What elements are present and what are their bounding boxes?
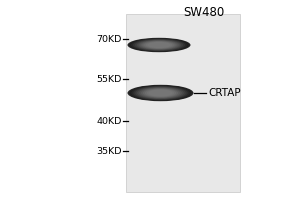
Text: SW480: SW480 <box>183 6 225 19</box>
Text: 55KD: 55KD <box>96 74 122 84</box>
FancyBboxPatch shape <box>126 14 240 192</box>
Ellipse shape <box>147 89 174 97</box>
Ellipse shape <box>128 85 194 101</box>
Ellipse shape <box>149 90 172 96</box>
Ellipse shape <box>142 41 176 49</box>
Ellipse shape <box>131 86 190 100</box>
Ellipse shape <box>135 87 186 99</box>
Ellipse shape <box>133 86 188 100</box>
Ellipse shape <box>148 42 170 48</box>
Text: CRTAP: CRTAP <box>208 88 241 98</box>
Ellipse shape <box>129 38 189 52</box>
Ellipse shape <box>146 42 172 48</box>
Ellipse shape <box>135 39 183 51</box>
Ellipse shape <box>141 88 180 98</box>
Text: 35KD: 35KD <box>96 146 122 156</box>
Ellipse shape <box>137 87 184 99</box>
Ellipse shape <box>144 41 174 49</box>
Ellipse shape <box>131 39 187 51</box>
Ellipse shape <box>143 88 178 98</box>
Ellipse shape <box>139 87 182 99</box>
Ellipse shape <box>133 39 185 51</box>
Text: 40KD: 40KD <box>96 116 122 126</box>
Ellipse shape <box>140 41 178 49</box>
Text: 70KD: 70KD <box>96 34 122 44</box>
Ellipse shape <box>129 85 192 101</box>
Ellipse shape <box>139 40 179 50</box>
Ellipse shape <box>128 38 190 52</box>
Ellipse shape <box>137 40 181 50</box>
Ellipse shape <box>145 89 176 97</box>
